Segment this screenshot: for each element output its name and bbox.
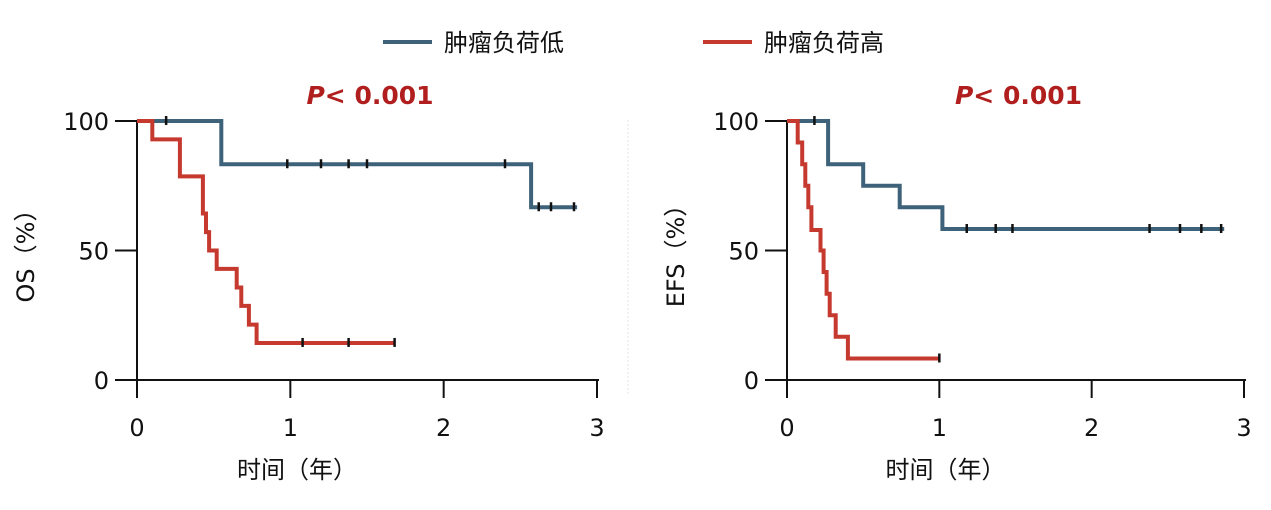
os-y-tick-label: 50 [78,238,109,266]
legend: 肿瘤负荷低 肿瘤负荷高 [383,29,884,57]
os-x-tick-label: 2 [436,414,451,442]
efs-x-tick-label: 3 [1236,414,1251,442]
os-y-axis-title: OS（%） [12,198,40,303]
os-panel: 0 50 100 0 1 2 3 时间（年） OS（%） P< 0.001 [12,81,605,484]
efs-y-axis-title: EFS（%） [662,193,690,308]
os-y-tick-label: 100 [63,108,109,136]
os-y-tick-label: 0 [94,367,109,395]
efs-series-low-burden-line [787,119,1225,231]
os-x-tick-label: 0 [129,414,144,442]
efs-x-tick-label: 1 [932,414,947,442]
os-p-value: P< 0.001 [306,81,433,110]
legend-label-low-burden: 肿瘤负荷低 [444,29,564,57]
os-x-tick-label: 1 [283,414,298,442]
efs-panel: 0 50 100 0 1 2 3 时间（年） EFS（%） P< 0.001 [662,81,1252,484]
efs-series-high-burden-line [787,119,940,361]
os-series-high-burden-line [137,119,395,345]
efs-y-tick-label: 0 [744,367,759,395]
efs-p-value: P< 0.001 [955,81,1082,110]
os-p-symbol: P [306,81,324,110]
efs-p-text: < 0.001 [973,81,1082,110]
efs-y-tick-label: 50 [728,238,759,266]
legend-item-low-burden: 肿瘤负荷低 [383,29,564,57]
efs-y-tick-label: 100 [713,108,759,136]
os-p-text: < 0.001 [325,81,434,110]
os-x-tick-label: 3 [589,414,604,442]
efs-x-tick-label: 0 [779,414,794,442]
efs-x-axis-title: 时间（年） [886,456,1006,484]
efs-p-symbol: P [955,81,973,110]
efs-x-tick-label: 2 [1084,414,1099,442]
legend-label-high-burden: 肿瘤负荷高 [764,29,884,57]
legend-item-high-burden: 肿瘤负荷高 [703,29,884,57]
os-x-axis-title: 时间（年） [237,456,357,484]
